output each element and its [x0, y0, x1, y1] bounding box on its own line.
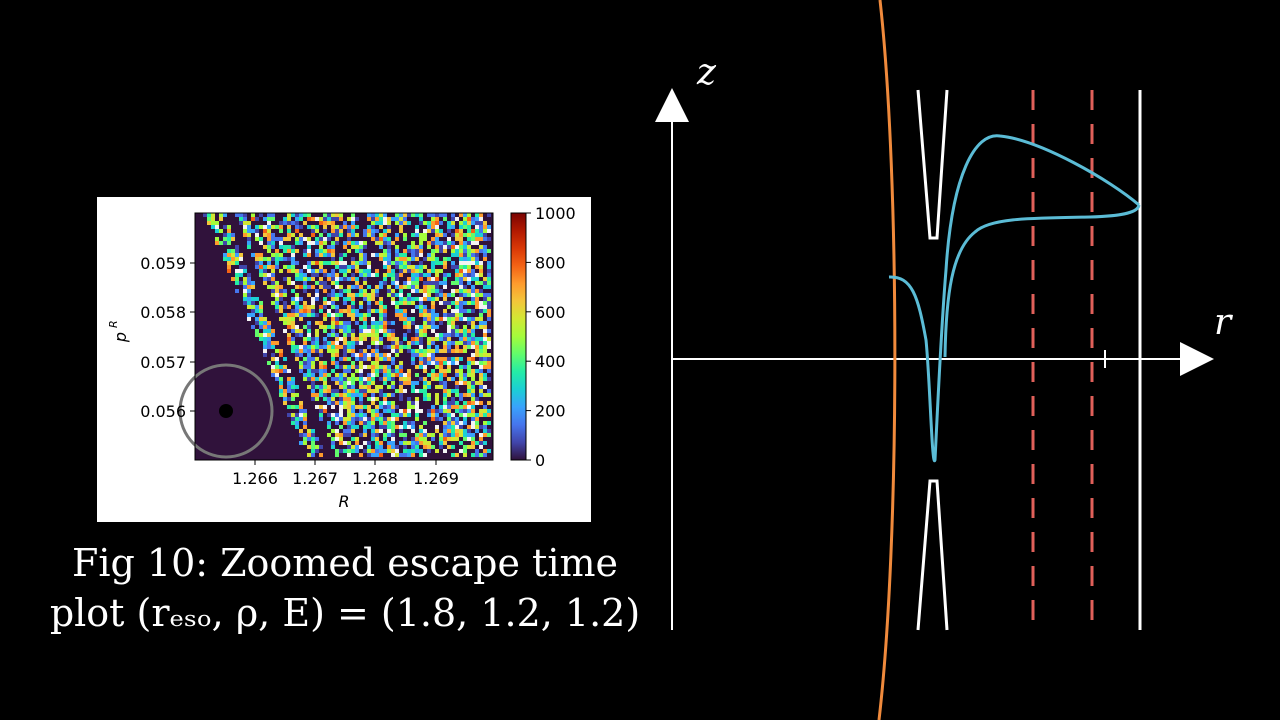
- colorbar-tick-label: 1000: [535, 204, 576, 223]
- caption-line-1: Fig 10: Zoomed escape time: [71, 541, 618, 585]
- y-axis-label-superscript: R: [107, 320, 120, 328]
- figure-caption: Fig 10: Zoomed escape time plot (rₑₛₒ, ρ…: [20, 538, 670, 638]
- trajectory-upper: [888, 134, 1140, 463]
- y-axis-label: p R: [107, 320, 130, 343]
- y-axis-label-main: p: [111, 332, 130, 343]
- caption-line-2: plot (rₑₛₒ, ρ, E) = (1.8, 1.2, 1.2): [49, 591, 641, 635]
- colorbar-tick-label: 0: [535, 451, 545, 470]
- y-tick-label: 0.057: [140, 353, 186, 372]
- colorbar-ticks: 1000 800 600 400 200 0: [526, 204, 576, 470]
- colorbar-tick-label: 600: [535, 303, 566, 322]
- x-tick-label: 1.268: [352, 469, 398, 488]
- y-axis-ticks: 0.059 0.058 0.057 0.056: [140, 254, 195, 421]
- x-axis-ticks: 1.266 1.267 1.268 1.269: [232, 460, 459, 488]
- trajectory-lower: [943, 204, 1141, 358]
- y-tick-label: 0.056: [140, 402, 186, 421]
- highlight-point: [219, 404, 233, 418]
- x-tick-label: 1.266: [232, 469, 278, 488]
- z-axis-label: z: [696, 52, 717, 93]
- y-tick-label: 0.059: [140, 254, 186, 273]
- colorbar-tick-label: 800: [535, 253, 566, 272]
- y-tick-label: 0.058: [140, 303, 186, 322]
- colorbar-tick-label: 200: [535, 402, 566, 421]
- escape-time-svg: 1.266 1.267 1.268 1.269 0.0590.0580.0570.05…: [107, 204, 576, 511]
- x-tick-label: 1.269: [413, 469, 459, 488]
- escape-time-plot: 1.266 1.267 1.268 1.269 0.059 0.058 0.057 0.05…: [97, 197, 591, 522]
- z-axis-arrowhead: [655, 88, 689, 122]
- orange-boundary-curve: [877, 0, 897, 720]
- heatmap: [195, 213, 493, 460]
- r-axis-label: r: [1214, 302, 1233, 343]
- plot-frame: [194, 212, 494, 461]
- colorbar: [510, 212, 527, 461]
- x-tick-label: 1.267: [292, 469, 338, 488]
- upper-v-wall: [916, 89, 949, 240]
- lower-v-wall: [916, 479, 949, 631]
- x-axis-label: R: [338, 492, 349, 511]
- r-axis-arrowhead: [1180, 342, 1214, 376]
- highlight-circle: [178, 363, 274, 459]
- colorbar-tick-label: 400: [535, 352, 566, 371]
